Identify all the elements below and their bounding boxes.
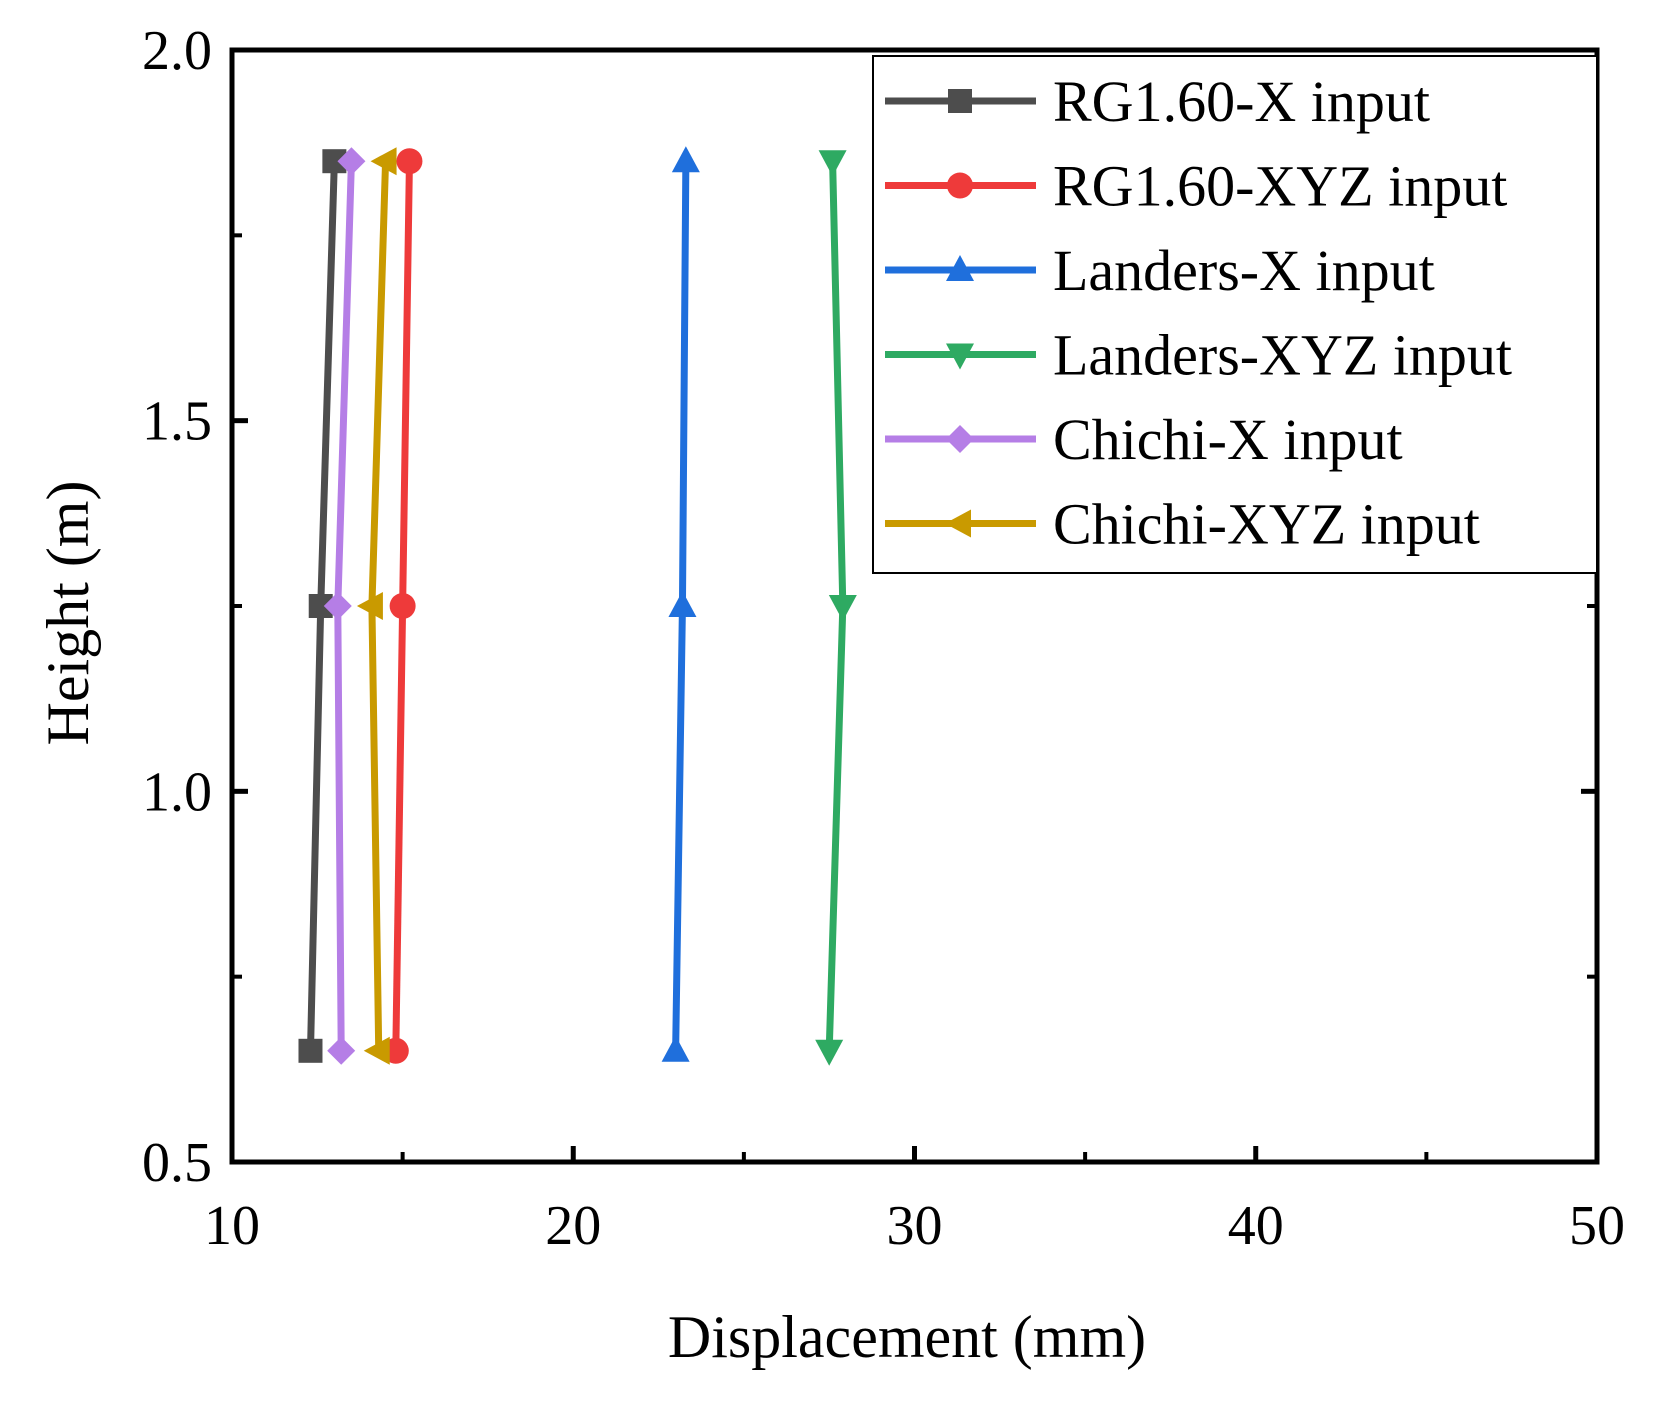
- legend-marker: [946, 425, 974, 453]
- data-point: [818, 150, 847, 177]
- data-point: [337, 147, 366, 176]
- legend-label: Chichi-XYZ input: [1053, 492, 1480, 557]
- legend-label: Landers-X input: [1053, 238, 1435, 303]
- data-point: [396, 148, 423, 175]
- legend-label: Chichi-X input: [1053, 407, 1403, 472]
- x-tick-label: 50: [1569, 1195, 1625, 1257]
- data-point: [323, 592, 352, 620]
- series-layer: [298, 146, 857, 1066]
- data-point: [668, 591, 697, 617]
- series-3: [661, 146, 700, 1062]
- y-tick-label: 1.5: [142, 391, 212, 453]
- legend-item: RG1.60-X input: [885, 69, 1430, 134]
- legend-item: Chichi-XYZ input: [885, 492, 1480, 557]
- legend: RG1.60-X input RG1.60-XYZ input Landers-X …: [872, 55, 1598, 574]
- legend-label: RG1.60-XYZ input: [1053, 154, 1507, 219]
- legend-item: Chichi-X input: [885, 407, 1403, 472]
- data-point: [356, 592, 383, 620]
- data-point: [389, 593, 416, 619]
- x-tick-label: 20: [545, 1195, 601, 1257]
- legend-marker: [948, 89, 972, 113]
- data-point: [298, 1038, 323, 1063]
- legend-box: [872, 55, 1598, 574]
- data-point: [815, 1039, 844, 1066]
- series-5: [323, 147, 366, 1065]
- y-tick-label: 0.5: [142, 1132, 212, 1194]
- series-4: [815, 150, 857, 1066]
- y-tick-label: 2.0: [142, 20, 212, 82]
- legend-item: Landers-X input: [885, 238, 1435, 303]
- legend-marker: [946, 343, 974, 370]
- data-point: [327, 1036, 356, 1065]
- x-tick-label: 40: [1228, 1195, 1284, 1257]
- y-tick-label: 1.0: [142, 761, 212, 823]
- data-point: [370, 147, 397, 176]
- data-point: [671, 146, 700, 173]
- legend-item: RG1.60-XYZ input: [885, 154, 1507, 219]
- plot-frame: [229, 47, 1600, 1165]
- legend-label: Landers-XYZ input: [1053, 323, 1512, 388]
- legend-marker: [946, 255, 974, 281]
- data-point: [363, 1036, 390, 1065]
- series-6: [356, 147, 397, 1065]
- x-tick-label: 30: [887, 1195, 943, 1257]
- x-axis-label: Displacement (mm): [668, 1304, 1146, 1370]
- data-point: [828, 595, 857, 621]
- x-tick-label: 10: [204, 1195, 260, 1257]
- legend-item: Landers-XYZ input: [885, 323, 1512, 388]
- y-axis-label: Height (m): [35, 481, 101, 746]
- data-point: [661, 1035, 690, 1062]
- legend-label: RG1.60-X input: [1053, 69, 1430, 134]
- tick-labels: 10 20 30 40 50 0.5 1.0 1.5 2.0: [142, 20, 1625, 1257]
- series-2: [382, 148, 423, 1064]
- legend-marker: [945, 509, 971, 538]
- legend-marker: [947, 172, 973, 199]
